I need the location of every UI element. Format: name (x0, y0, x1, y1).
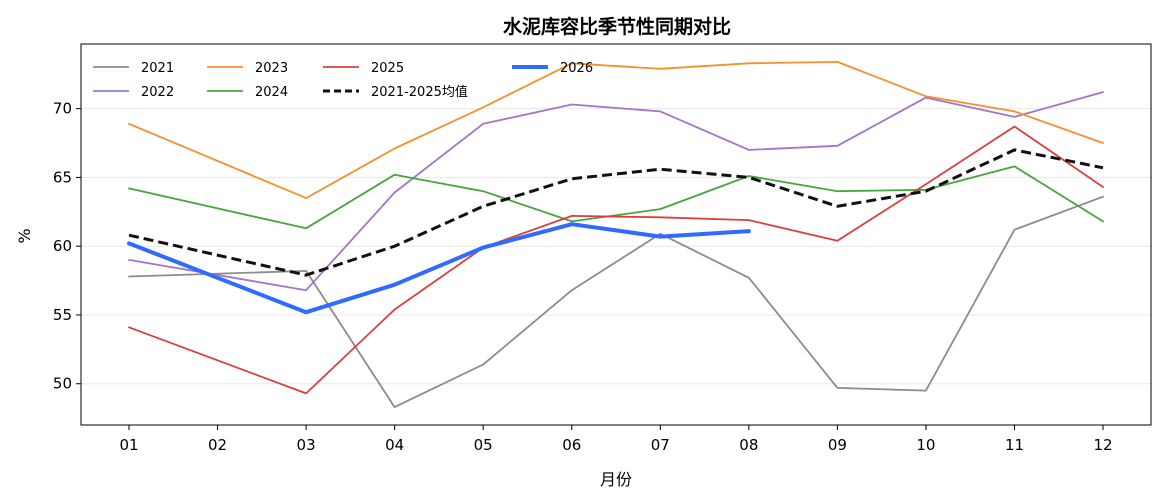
series-group (127, 61, 1104, 409)
y-tick-label: 70 (53, 100, 72, 118)
legend-label: 2021-2025均值 (371, 84, 468, 100)
x-tick-label: 12 (1094, 436, 1113, 454)
y-axis: 50 55 60 65 70 (53, 100, 81, 393)
x-tick-label: 04 (385, 436, 404, 454)
x-axis-label: 月份 (600, 470, 632, 489)
series-line-2024 (128, 165, 1104, 230)
plot-frame (80, 43, 1152, 426)
legend-label: 2021 (141, 61, 174, 76)
x-tick-label: 09 (828, 436, 847, 454)
x-tick-label: 07 (651, 436, 670, 454)
x-tick-label: 03 (297, 436, 316, 454)
legend: 2021 2022 2023 2024 2025 2021-2025均值 2026 (93, 61, 593, 100)
series-line-2021 (128, 195, 1104, 409)
x-tick-label: 01 (119, 436, 138, 454)
y-tick-label: 55 (53, 306, 72, 324)
series-line-2023 (128, 61, 1104, 200)
legend-label: 2026 (560, 61, 593, 76)
x-tick-label: 05 (474, 436, 493, 454)
legend-label: 2025 (371, 61, 404, 76)
y-axis-label: % (15, 228, 34, 243)
legend-label: 2022 (141, 85, 174, 100)
legend-label: 2024 (255, 85, 288, 100)
x-tick-label: 02 (208, 436, 227, 454)
series-line-2025 (128, 125, 1104, 395)
y-tick-label: 50 (53, 375, 72, 393)
series-line-2021-2025均值 (128, 148, 1104, 277)
legend-label: 2023 (255, 61, 288, 76)
chart-title: 水泥库容比季节性同期对比 (503, 15, 731, 38)
x-axis: 01 02 03 04 05 06 07 08 09 10 11 12 (119, 425, 1113, 454)
x-tick-label: 06 (562, 436, 581, 454)
series-line-2022 (128, 91, 1104, 292)
x-tick-label: 11 (1005, 436, 1024, 454)
x-tick-label: 10 (916, 436, 935, 454)
y-tick-label: 65 (53, 168, 72, 186)
y-tick-label: 60 (53, 237, 72, 255)
x-tick-label: 08 (739, 436, 758, 454)
grid (81, 108, 1151, 385)
series-line-2026 (127, 222, 751, 315)
